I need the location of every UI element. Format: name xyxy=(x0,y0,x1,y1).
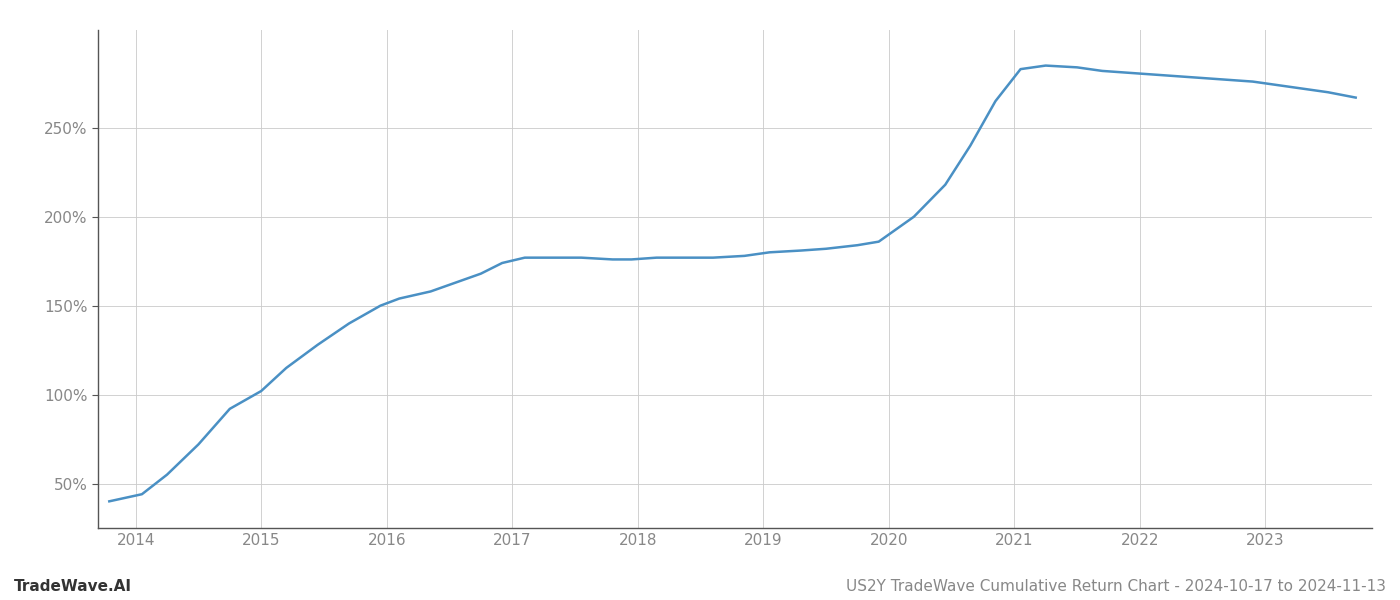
Text: TradeWave.AI: TradeWave.AI xyxy=(14,579,132,594)
Text: US2Y TradeWave Cumulative Return Chart - 2024-10-17 to 2024-11-13: US2Y TradeWave Cumulative Return Chart -… xyxy=(846,579,1386,594)
